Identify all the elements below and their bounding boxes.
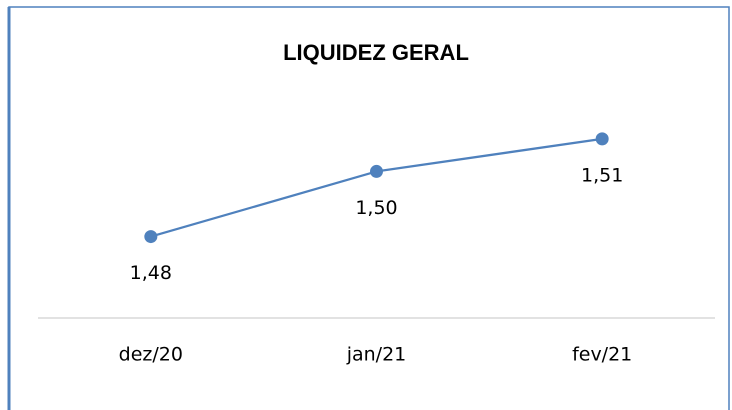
marker: [595, 132, 609, 146]
x-tick-label: dez/20: [119, 344, 183, 366]
x-tick-label: jan/21: [346, 344, 407, 366]
data-label: 1,50: [355, 197, 397, 219]
data-label: 1,48: [130, 262, 172, 284]
marker: [370, 164, 383, 178]
x-tick-label: fev/21: [572, 344, 632, 366]
chart-frame: [8, 6, 730, 410]
data-label: 1,51: [581, 164, 623, 186]
marker: [144, 230, 158, 244]
chart-title: LIQUIDEZ GERAL: [283, 40, 469, 65]
